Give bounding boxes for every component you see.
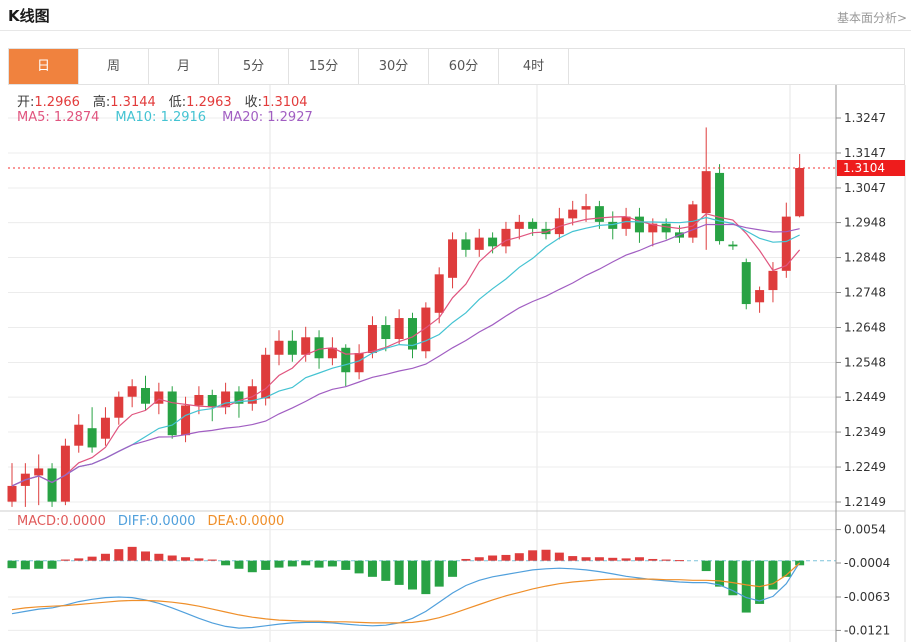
ma5-value: 1.2874 — [53, 110, 100, 125]
svg-text:1.2948: 1.2948 — [844, 216, 886, 230]
dea-label: DEA: — [207, 514, 239, 529]
svg-text:1.3047: 1.3047 — [844, 181, 886, 195]
svg-text:1.2648: 1.2648 — [844, 320, 886, 334]
ma20-legend: MA20: 1.2927 — [222, 110, 313, 125]
tab-60分[interactable]: 60分 — [429, 49, 499, 84]
ma10-line — [11, 216, 800, 487]
dea-value-legend: DEA:0.0000 — [208, 514, 285, 529]
open-label: 开: — [17, 95, 35, 110]
period-tabs: 日周月 5分 15分 30分 60分 4时 — [8, 48, 905, 85]
close-value: 1.3104 — [262, 95, 308, 110]
svg-text:-0.0004: -0.0004 — [844, 556, 890, 570]
ma5-legend: MA5: 1.2874 — [17, 110, 99, 125]
ma20-value: 1.2927 — [267, 110, 313, 125]
ma10-value: 1.2916 — [160, 110, 207, 125]
ma-legend: MA5: 1.2874 MA10: 1.2916 MA20: 1.2927 — [17, 110, 329, 125]
tab-日[interactable]: 日 — [9, 49, 79, 84]
svg-text:1.2748: 1.2748 — [844, 286, 886, 300]
ma5-label: MA5: — [17, 110, 50, 125]
svg-text:0.0054: 0.0054 — [844, 523, 886, 537]
diff-line — [11, 562, 801, 629]
macd-value-legend: MACD:0.0000 — [17, 514, 106, 529]
price-axis: 1.3247 1.3147 1.3047 1.2948 1.2848 1.2748 1.26… — [835, 85, 906, 642]
svg-text:-0.0121: -0.0121 — [844, 623, 890, 637]
ma10-label: MA10: — [115, 110, 157, 125]
diff-label: DIFF: — [117, 514, 151, 529]
ma10-legend: MA10: 1.2916 — [115, 110, 206, 125]
svg-text:1.3104: 1.3104 — [843, 161, 885, 175]
tab-4时[interactable]: 4时 — [499, 49, 569, 84]
svg-text:1.2349: 1.2349 — [844, 425, 886, 439]
tab-5分[interactable]: 5分 — [219, 49, 289, 84]
diff-value: 0.0000 — [150, 514, 196, 529]
dea-value: 0.0000 — [238, 514, 285, 529]
low-value: 1.2963 — [186, 95, 232, 110]
candlestick-series — [7, 127, 805, 507]
title-divider — [0, 30, 911, 31]
page-title: K线图 — [8, 7, 50, 25]
dea-line — [11, 562, 801, 624]
close-label: 收: — [244, 95, 263, 110]
ma20-line — [11, 223, 800, 487]
macd-legend: MACD:0.0000 DIFF:0.0000 DEA:0.0000 — [17, 514, 296, 529]
tab-周[interactable]: 周 — [79, 49, 149, 84]
svg-text:1.2848: 1.2848 — [844, 251, 886, 265]
high-value: 1.3144 — [110, 95, 156, 110]
svg-text:1.2149: 1.2149 — [844, 495, 886, 509]
tab-strip-filler — [569, 49, 904, 84]
ma5-line — [11, 213, 801, 487]
tab-15分[interactable]: 15分 — [289, 49, 359, 84]
fundamental-analysis-link[interactable]: 基本面分析> — [836, 11, 907, 25]
macd-label: MACD: — [17, 514, 61, 529]
ma-lines — [11, 213, 801, 487]
high-label: 高: — [92, 95, 111, 110]
kline-chart[interactable]: 1.3247 1.3147 1.3047 1.2948 1.2848 1.2748 1.26… — [0, 85, 911, 642]
tab-月[interactable]: 月 — [149, 49, 219, 84]
svg-text:-0.0063: -0.0063 — [844, 590, 890, 604]
macd-histogram — [7, 546, 805, 613]
svg-text:1.3247: 1.3247 — [844, 111, 886, 125]
svg-text:1.3147: 1.3147 — [844, 146, 886, 160]
macd-lines — [11, 562, 801, 629]
svg-text:1.2449: 1.2449 — [844, 390, 886, 404]
ohlc-legend: 开:1.2966 高:1.3144 低:1.2963 收:1.3104 — [17, 91, 321, 110]
open-value: 1.2966 — [34, 95, 80, 110]
last-price-badge: 1.3104 — [837, 160, 905, 177]
svg-text:1.2249: 1.2249 — [844, 460, 886, 474]
macd-value: 0.0000 — [60, 514, 106, 529]
diff-value-legend: DIFF:0.0000 — [118, 514, 196, 529]
low-label: 低: — [168, 95, 187, 110]
svg-text:1.2548: 1.2548 — [844, 355, 886, 369]
ma20-label: MA20: — [222, 110, 264, 125]
tab-30分[interactable]: 30分 — [359, 49, 429, 84]
